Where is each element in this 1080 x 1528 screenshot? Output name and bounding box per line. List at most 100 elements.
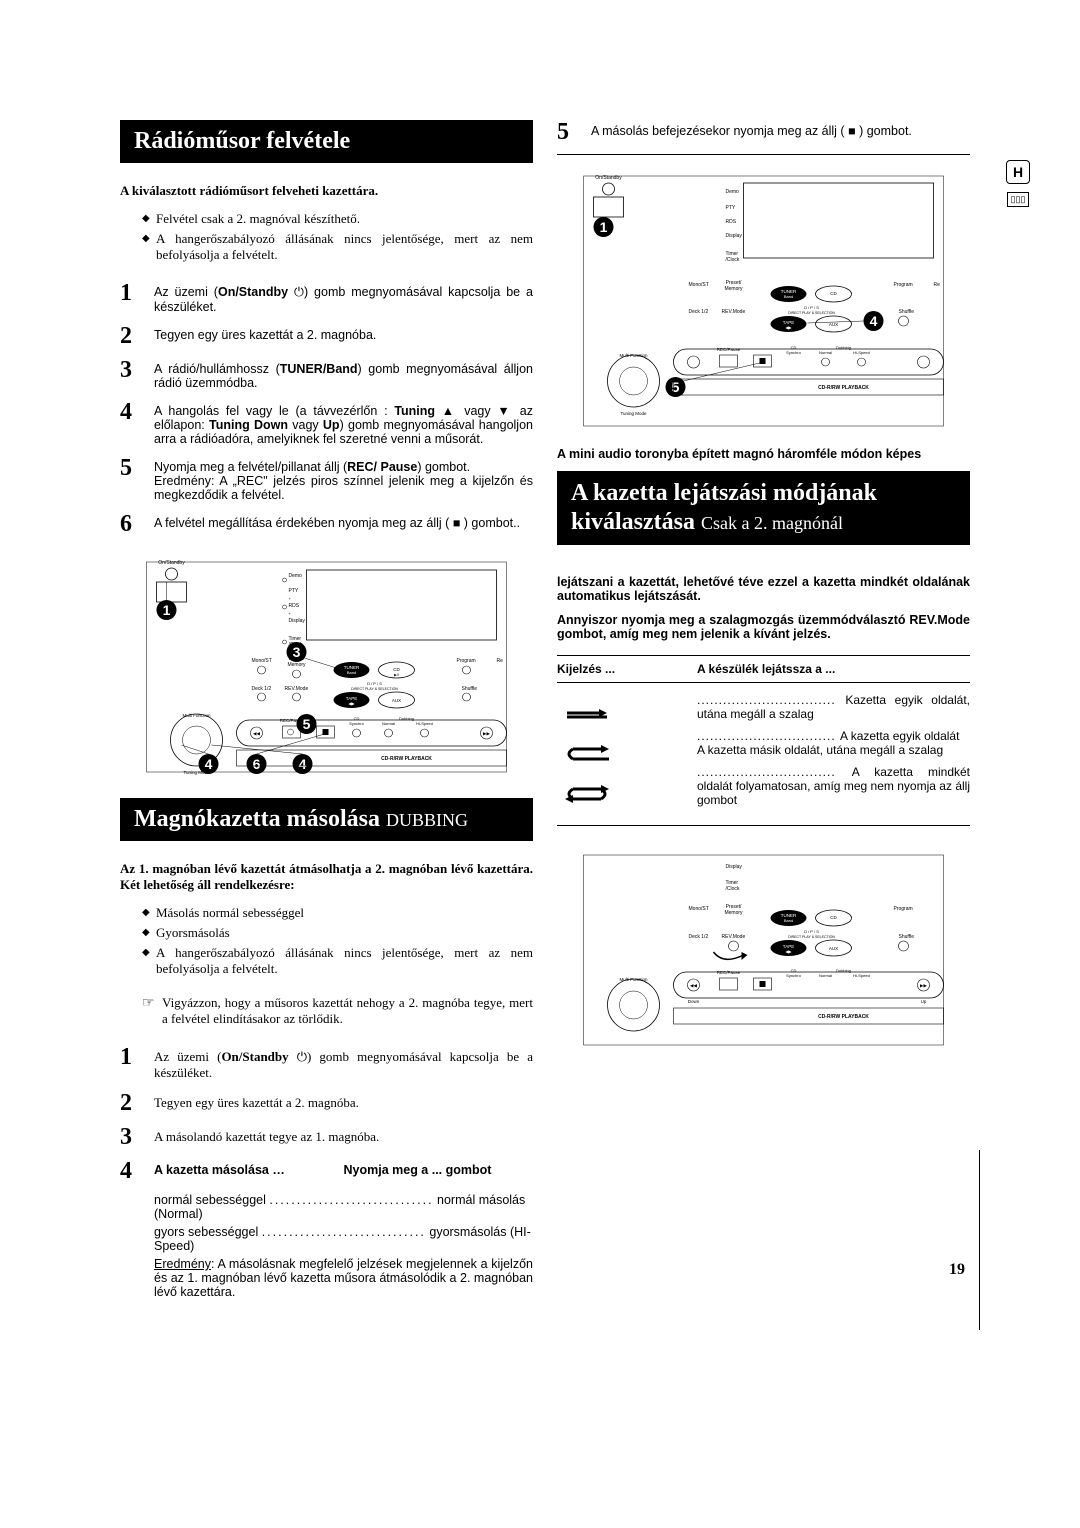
- svg-text:Synchro: Synchro: [786, 350, 801, 355]
- svg-text:Normal: Normal: [819, 350, 832, 355]
- result-label: Eredmény: [154, 1257, 211, 1271]
- svg-text:+: +: [289, 611, 292, 616]
- svg-text:◀▶: ◀▶: [785, 949, 792, 954]
- step-text: Tegyen egy üres kazettát a 2. magnóba.: [154, 1091, 533, 1111]
- step-text: A felvétel megállítása érdekében nyomja …: [154, 512, 533, 530]
- svg-text:Multi Function: Multi Function: [619, 353, 648, 358]
- step: 6A felvétel megállítása érdekében nyomja…: [120, 512, 533, 536]
- svg-text:Band: Band: [347, 670, 356, 675]
- step-number: 3: [120, 358, 144, 382]
- page-edge-rule: [979, 1150, 980, 1330]
- svg-text:Hi-Speed: Hi-Speed: [853, 350, 870, 355]
- svg-text:DIRECT PLAY & SELECTION: DIRECT PLAY & SELECTION: [788, 935, 835, 939]
- step-number: 1: [120, 1045, 144, 1069]
- result-text: : A másolásnak megfelelő jelzések megjel…: [154, 1257, 533, 1299]
- intro-dubbing: Az 1. magnóban lévő kazettát átmásolhatj…: [120, 861, 533, 893]
- svg-text:Hi-Speed: Hi-Speed: [416, 721, 433, 726]
- svg-text:▶▶: ▶▶: [920, 983, 927, 988]
- bullet-list-2: Másolás normál sebességgel Gyorsmásolás …: [142, 905, 533, 977]
- right-column: 5 A másolás befejezésekor nyomja meg az …: [557, 120, 970, 1299]
- step4-col-r: Nyomja meg a ... gombot: [344, 1163, 534, 1177]
- step-number: 5: [557, 120, 581, 144]
- step4-result: Eredmény: A másolásnak megfelelő jelzése…: [154, 1257, 533, 1299]
- step-number: 2: [120, 1091, 144, 1115]
- step-number: 1: [120, 281, 144, 305]
- svg-text:Program: Program: [894, 906, 913, 912]
- left-column: Rádióműsor felvétele A kiválasztott rádi…: [120, 120, 533, 1299]
- svg-text:Dubbing: Dubbing: [836, 345, 851, 350]
- svg-text:Demo: Demo: [289, 573, 303, 579]
- mode-desc-row: A kazetta egyik oldalátA kazetta másik o…: [697, 729, 970, 757]
- cassette-icon: ▯▯▯: [1007, 192, 1030, 207]
- title-sub: DUBBING: [386, 810, 468, 830]
- svg-text:▶II: ▶II: [394, 673, 399, 677]
- bullet-list-1: Felvétel csak a 2. magnóval készíthető. …: [142, 211, 533, 263]
- svg-text:PTY: PTY: [289, 588, 299, 594]
- page-number: 19: [949, 1261, 965, 1279]
- svg-text:AUX: AUX: [829, 946, 838, 951]
- svg-text:PTY: PTY: [726, 205, 736, 211]
- step-number: 4: [120, 1159, 144, 1183]
- svg-text:/Clock: /Clock: [726, 257, 740, 263]
- step: 1Az üzemi (On/Standby ⏻) gomb megnyomásá…: [120, 281, 533, 314]
- svg-text:D / P / S: D / P / S: [804, 305, 819, 310]
- svg-text:Dubbing: Dubbing: [399, 716, 414, 721]
- section-title-recording: Rádióműsor felvétele: [120, 120, 533, 163]
- svg-text:CD: CD: [830, 915, 837, 920]
- step-text: Tegyen egy üres kazettát a 2. magnóba.: [154, 324, 533, 342]
- symbol-column: [557, 693, 697, 815]
- intro-recording: A kiválasztott rádióműsort felveheti kaz…: [120, 183, 533, 199]
- svg-text:Deck 1/2: Deck 1/2: [689, 309, 709, 315]
- svg-text:Multi Function: Multi Function: [182, 713, 211, 718]
- svg-text:D / P / S: D / P / S: [367, 681, 382, 686]
- svg-text:Hi-Speed: Hi-Speed: [853, 973, 870, 978]
- svg-text:CD: CD: [393, 667, 400, 672]
- step: 5Nyomja meg a felvétel/pillanat állj (RE…: [120, 456, 533, 502]
- step-number: 3: [120, 1125, 144, 1149]
- svg-text:Display: Display: [726, 864, 743, 870]
- svg-text:Memory: Memory: [724, 286, 743, 292]
- device-diagram-2: On/Standby Demo PTY RDS Display Timer /C…: [557, 171, 970, 431]
- svg-text:Shuffle: Shuffle: [899, 309, 915, 315]
- svg-text:1: 1: [600, 219, 608, 235]
- svg-text:On/Standby: On/Standby: [595, 175, 622, 181]
- svg-text:CD: CD: [830, 291, 837, 296]
- svg-text:Normal: Normal: [382, 721, 395, 726]
- mode-table-body: Kazetta egyik oldalát, utána megáll a sz…: [557, 683, 970, 826]
- svg-text:6: 6: [253, 756, 261, 772]
- svg-text:AUX: AUX: [392, 698, 401, 703]
- step-text: Az üzemi (On/Standby ⏻) gomb megnyomásáv…: [154, 1045, 533, 1081]
- svg-text:CD-R/RW PLAYBACK: CD-R/RW PLAYBACK: [818, 385, 869, 391]
- svg-text:◀◀: ◀◀: [253, 731, 260, 736]
- svg-text:CD-R/RW PLAYBACK: CD-R/RW PLAYBACK: [381, 756, 432, 762]
- svg-text:◀▶: ◀▶: [348, 701, 355, 706]
- step-text: A kazetta másolása … Nyomja meg a ... go…: [154, 1159, 533, 1177]
- svg-text:1: 1: [163, 602, 171, 618]
- step-text: A hangolás fel vagy le (a távvezérlőn : …: [154, 400, 533, 446]
- step-number: 2: [120, 324, 144, 348]
- option-row: gyors sebességgel ......................…: [154, 1225, 533, 1253]
- svg-text:Shuffle: Shuffle: [462, 686, 478, 692]
- svg-text:CD-R/RW PLAYBACK: CD-R/RW PLAYBACK: [818, 1014, 869, 1020]
- step: 2 Tegyen egy üres kazettát a 2. magnóba.: [120, 324, 533, 348]
- para-playmode-2: Annyiszor nyomja meg a szalagmozgás üzem…: [557, 613, 970, 641]
- svg-text:Multi Function: Multi Function: [619, 977, 648, 982]
- thead-c1: Kijelzés ...: [557, 662, 697, 676]
- svg-text:Memory: Memory: [724, 910, 743, 916]
- svg-text:Shuffle: Shuffle: [899, 934, 915, 940]
- svg-text:▶▶: ▶▶: [483, 731, 490, 736]
- svg-text:RDS: RDS: [289, 603, 300, 609]
- svg-text:Normal: Normal: [819, 973, 832, 978]
- svg-text:Display: Display: [289, 618, 306, 624]
- step-text: A rádió/hullámhossz (TUNER/Band) gomb me…: [154, 358, 533, 390]
- pretitle-modes: A mini audio toronyba épített magnó háro…: [557, 447, 970, 461]
- device-diagram-3: Display Timer /Clock Multi Function Mono…: [557, 850, 970, 1050]
- svg-text:Mono/ST: Mono/ST: [689, 906, 709, 912]
- step-4: 4 A kazetta másolása … Nyomja meg a ... …: [120, 1159, 533, 1183]
- note-warning: Vigyázzon, hogy a műsoros kazettát nehog…: [142, 995, 533, 1027]
- svg-text:Deck 1/2: Deck 1/2: [689, 934, 709, 940]
- mode-desc-row: Kazetta egyik oldalát, utána megáll a sz…: [697, 693, 970, 721]
- svg-text:D / P / S: D / P / S: [804, 929, 819, 934]
- svg-text:REC/Pause: REC/Pause: [717, 347, 741, 352]
- bullet-item: Gyorsmásolás: [142, 925, 533, 941]
